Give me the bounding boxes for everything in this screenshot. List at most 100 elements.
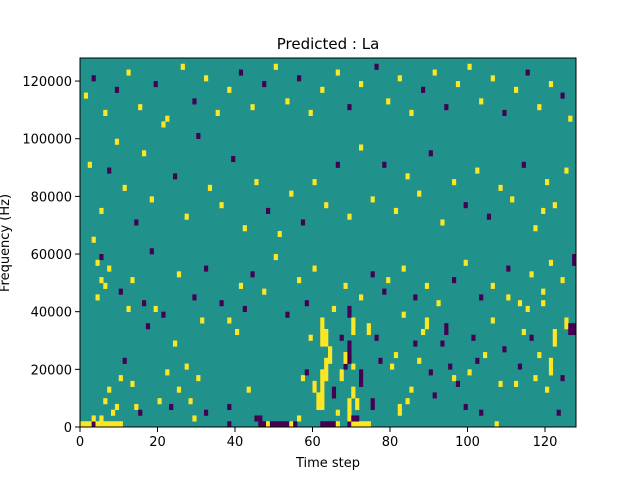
- heatmap-cell: [324, 369, 329, 376]
- x-tick-label: 0: [76, 435, 84, 450]
- heatmap-cell: [401, 311, 406, 318]
- heatmap-cell: [560, 375, 565, 382]
- heatmap-cell: [568, 323, 573, 330]
- heatmap-cell: [173, 173, 178, 180]
- heatmap-cell: [405, 173, 410, 180]
- heatmap-cell: [142, 300, 147, 307]
- x-tick-label: 120: [533, 435, 558, 450]
- heatmap-cell: [552, 334, 557, 341]
- heatmap-cell: [285, 311, 290, 318]
- heatmap-cell: [467, 369, 472, 376]
- heatmap-cell: [312, 179, 317, 186]
- heatmap-cell: [370, 398, 375, 405]
- heatmap-cell: [145, 323, 151, 330]
- heatmap-cell: [393, 352, 399, 359]
- heatmap-cell: [107, 421, 112, 428]
- heatmap-cell: [324, 357, 329, 364]
- heatmap-cell: [506, 265, 511, 272]
- heatmap-cell: [289, 190, 294, 197]
- heatmap-cell: [560, 92, 565, 99]
- heatmap-cell: [514, 380, 519, 387]
- heatmap-cell: [254, 179, 259, 186]
- heatmap-cell: [80, 421, 85, 428]
- heatmap-cell: [343, 282, 348, 289]
- heatmap-cell: [424, 323, 430, 330]
- heatmap-cell: [521, 161, 526, 168]
- heatmap-cell: [556, 409, 561, 416]
- heatmap-cell: [227, 86, 232, 93]
- heatmap-cell: [331, 386, 337, 393]
- heatmap-cell: [366, 328, 371, 336]
- x-axis: 0 20 40 60 80 100 120: [76, 427, 558, 450]
- heatmap-cell: [269, 421, 275, 428]
- heatmap-cell: [176, 271, 182, 278]
- y-axis-label: Frequency (Hz): [0, 194, 13, 292]
- heatmap-cell: [548, 357, 554, 364]
- heatmap-cell: [366, 323, 371, 330]
- heatmap-cell: [95, 421, 100, 428]
- heatmap-cell: [312, 386, 317, 393]
- heatmap-cell: [572, 259, 577, 266]
- x-tick-label: 100: [455, 435, 480, 450]
- heatmap-cell: [548, 81, 554, 88]
- heatmap-cell: [266, 421, 271, 428]
- heatmap-cell: [153, 305, 158, 312]
- heatmap-cell: [324, 375, 329, 382]
- heatmap-cell: [533, 225, 538, 232]
- heatmap-cell: [517, 300, 523, 307]
- heatmap-cell: [99, 254, 104, 261]
- heatmap-cell: [242, 225, 247, 232]
- heatmap-cell: [95, 259, 100, 266]
- heatmap-cell: [343, 363, 348, 370]
- heatmap-cell: [479, 294, 484, 301]
- heatmap-cell: [339, 334, 344, 341]
- x-axis-label: Time step: [295, 456, 360, 471]
- heatmap-cell: [103, 282, 108, 289]
- heatmap-cell: [246, 386, 251, 393]
- heatmap-cell: [192, 98, 197, 105]
- heatmap-cell: [161, 311, 166, 318]
- heatmap-cell: [250, 271, 255, 278]
- heatmap-cell: [347, 305, 352, 312]
- heatmap-cell: [382, 161, 387, 168]
- heatmap-cell: [471, 334, 476, 341]
- heatmap-cell: [502, 109, 507, 116]
- y-tick-label: 40000: [31, 306, 72, 321]
- heatmap-cell: [455, 380, 461, 387]
- heatmap-cell: [273, 254, 278, 261]
- heatmap-cell: [347, 403, 352, 411]
- heatmap-cell: [99, 277, 104, 284]
- heatmap-cell: [285, 98, 290, 105]
- heatmap-cell: [498, 184, 503, 191]
- heatmap-cell: [320, 340, 325, 347]
- heatmap-cell: [312, 265, 317, 272]
- heatmap-cell: [320, 380, 325, 387]
- heatmap-cell: [138, 409, 143, 416]
- heatmap-cell: [421, 86, 426, 93]
- heatmap-cell: [355, 403, 360, 411]
- heatmap-cell: [572, 328, 577, 336]
- heatmap-cell: [351, 317, 356, 324]
- heatmap-cell: [397, 403, 402, 411]
- heatmap-cell: [490, 282, 495, 289]
- heatmap-cell: [238, 69, 244, 76]
- heatmap-cell: [393, 207, 399, 214]
- heatmap-cell: [227, 421, 232, 428]
- heatmap-cell: [448, 363, 453, 370]
- heatmap-cell: [83, 421, 89, 428]
- chart-title: Predicted : La: [277, 35, 380, 53]
- heatmap-cell: [490, 317, 495, 324]
- heatmap-cell: [204, 265, 209, 272]
- heatmap-cell: [390, 363, 395, 370]
- heatmap-cell: [351, 323, 356, 330]
- heatmap-cell: [444, 104, 449, 111]
- heatmap-cell: [548, 259, 554, 266]
- heatmap-cell: [452, 375, 457, 382]
- heatmap-cell: [180, 63, 185, 70]
- heatmap-cell: [114, 403, 120, 411]
- heatmap-cell: [494, 421, 499, 428]
- heatmap-cell: [297, 75, 302, 82]
- heatmap-cell: [351, 363, 356, 370]
- heatmap-cell: [347, 104, 352, 111]
- heatmap-cell: [316, 398, 321, 405]
